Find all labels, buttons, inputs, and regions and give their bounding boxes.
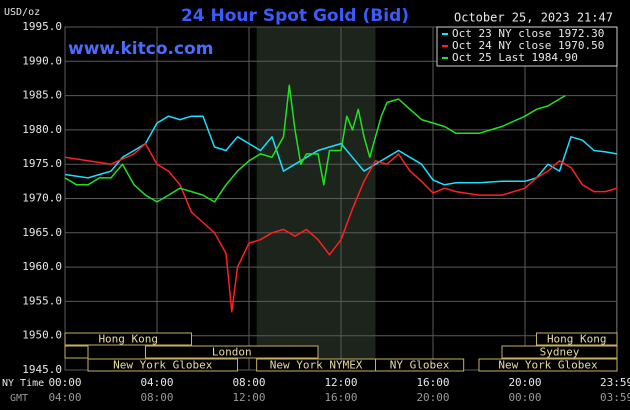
- y-axis-label: USD/oz: [4, 7, 40, 18]
- legend-box: [436, 26, 618, 67]
- gmt-tick-label: 03:59: [600, 391, 630, 404]
- x-tick-label: 12:00: [324, 376, 357, 389]
- session-box: [145, 345, 319, 359]
- y-tick-label: 1945.0: [22, 363, 62, 376]
- y-tick-label: 1980.0: [22, 123, 62, 136]
- session-box: [64, 332, 192, 346]
- y-tick-label: 1985.0: [22, 89, 62, 102]
- legend-label: Oct 24 NY close 1970.50: [452, 39, 604, 52]
- x2-axis-label: GMT: [10, 393, 28, 404]
- y-tick-label: 1995.0: [22, 20, 62, 33]
- site-label: www.kitco.com: [68, 39, 213, 59]
- plot-area: [64, 26, 618, 371]
- x-axis-label: NY Time: [2, 378, 44, 389]
- session-label: New York Globex: [498, 359, 598, 372]
- legend-label: Oct 25 Last 1984.90: [452, 51, 578, 64]
- x-tick-label: 04:00: [140, 376, 173, 389]
- session-box: [501, 345, 618, 359]
- timestamp: October 25, 2023 21:47: [454, 11, 613, 25]
- y-tick-label: 1955.0: [22, 294, 62, 307]
- gmt-tick-label: 16:00: [324, 391, 357, 404]
- gmt-tick-label: 04:00: [48, 391, 81, 404]
- session-label: New York Globex: [113, 359, 213, 372]
- y-tick-label: 1975.0: [22, 157, 62, 170]
- x-tick-label: 23:59: [600, 376, 630, 389]
- session-box: [87, 358, 238, 372]
- y-tick-label: 1960.0: [22, 260, 62, 273]
- session-label: Hong Kong: [547, 333, 607, 346]
- series-line: [64, 84, 566, 203]
- gmt-tick-label: 08:00: [140, 391, 173, 404]
- x-tick-label: 16:00: [416, 376, 449, 389]
- chart-title: 24 Hour Spot Gold (Bid): [181, 6, 409, 26]
- series-line: [64, 115, 618, 186]
- session-label: NY Globex: [390, 359, 450, 372]
- y-tick-label: 1965.0: [22, 226, 62, 239]
- gmt-tick-label: 20:00: [416, 391, 449, 404]
- session-box: [478, 358, 618, 372]
- y-tick-label: 1950.0: [22, 329, 62, 342]
- session-box: [375, 358, 465, 372]
- legend-label: Oct 23 NY close 1972.30: [452, 27, 604, 40]
- x-tick-label: 00:00: [48, 376, 81, 389]
- session-label: London: [212, 346, 252, 359]
- x-tick-label: 08:00: [232, 376, 265, 389]
- y-tick-label: 1990.0: [22, 54, 62, 67]
- y-tick-label: 1970.0: [22, 192, 62, 205]
- session-label: New York NYMEX: [270, 359, 363, 372]
- session-label: Hong Kong: [98, 333, 158, 346]
- session-label: Sydney: [540, 346, 580, 359]
- session-box: [64, 345, 89, 359]
- gmt-tick-label: 00:00: [508, 391, 541, 404]
- gmt-tick-label: 12:00: [232, 391, 265, 404]
- session-box: [536, 332, 618, 346]
- x-tick-label: 20:00: [508, 376, 541, 389]
